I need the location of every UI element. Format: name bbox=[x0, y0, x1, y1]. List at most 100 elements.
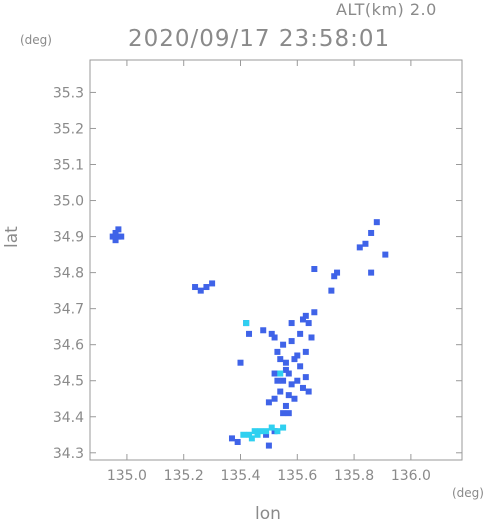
echo-point bbox=[311, 266, 318, 273]
y-tick-label: 34.9 bbox=[53, 230, 84, 246]
echo-point bbox=[280, 410, 287, 417]
echo-point bbox=[248, 435, 255, 442]
x-tick-label: 135.0 bbox=[107, 468, 147, 484]
x-axis-label: lon bbox=[255, 504, 281, 524]
echo-point bbox=[362, 240, 369, 247]
chart-title: 2020/09/17 23:58:01 bbox=[128, 26, 391, 52]
echo-point bbox=[294, 352, 301, 359]
echo-point bbox=[291, 395, 298, 402]
echo-point bbox=[254, 431, 261, 438]
echo-point bbox=[274, 428, 281, 435]
echo-point bbox=[240, 431, 247, 438]
y-tick-label: 34.8 bbox=[53, 266, 84, 282]
echo-points bbox=[109, 219, 389, 449]
echo-point bbox=[282, 402, 289, 409]
echo-point bbox=[263, 431, 270, 438]
y-tick-label: 35.2 bbox=[53, 121, 84, 137]
echo-point bbox=[334, 269, 341, 276]
y-tick-label: 34.7 bbox=[53, 302, 84, 318]
echo-point bbox=[260, 327, 267, 334]
y-tick-label: 35.1 bbox=[53, 158, 84, 174]
echo-point bbox=[197, 287, 204, 294]
echo-point bbox=[285, 370, 292, 377]
echo-point bbox=[243, 320, 250, 327]
altitude-label: ALT(km) 2.0 bbox=[336, 0, 437, 19]
echo-point bbox=[368, 229, 375, 236]
echo-point bbox=[288, 381, 295, 388]
x-axis-unit: (deg) bbox=[452, 486, 484, 500]
echo-point bbox=[228, 435, 235, 442]
echo-point bbox=[271, 370, 278, 377]
echo-point bbox=[302, 374, 309, 381]
echo-point bbox=[271, 334, 278, 341]
echo-point bbox=[237, 359, 244, 366]
echo-point bbox=[328, 287, 335, 294]
echo-point bbox=[291, 356, 298, 363]
echo-point bbox=[271, 395, 278, 402]
y-tick-label: 35.3 bbox=[53, 85, 84, 101]
echo-point bbox=[277, 356, 284, 363]
echo-point bbox=[274, 377, 281, 384]
echo-point bbox=[288, 338, 295, 345]
echo-point bbox=[382, 251, 389, 258]
echo-point bbox=[285, 392, 292, 399]
echo-point bbox=[268, 424, 275, 431]
echo-point bbox=[311, 309, 318, 316]
echo-point bbox=[112, 237, 119, 244]
echo-point bbox=[368, 269, 375, 276]
echo-point bbox=[203, 284, 210, 291]
echo-point bbox=[299, 316, 306, 323]
echo-point bbox=[192, 284, 199, 291]
echo-point bbox=[280, 341, 287, 348]
echo-point bbox=[294, 377, 301, 384]
echo-point bbox=[356, 244, 363, 251]
echo-point bbox=[234, 438, 241, 445]
echo-point bbox=[274, 348, 281, 355]
echo-point bbox=[308, 334, 315, 341]
echo-point bbox=[209, 280, 216, 287]
echo-point bbox=[251, 428, 258, 435]
x-tick-label: 136.0 bbox=[391, 468, 431, 484]
echo-point bbox=[280, 377, 287, 384]
echo-point bbox=[302, 348, 309, 355]
y-tick-label: 34.3 bbox=[53, 446, 84, 462]
x-tick-label: 135.6 bbox=[277, 468, 317, 484]
echo-point bbox=[277, 388, 284, 395]
echo-point bbox=[282, 359, 289, 366]
echo-point bbox=[299, 384, 306, 391]
echo-point bbox=[115, 226, 122, 233]
echo-point bbox=[265, 399, 272, 406]
x-tick-label: 135.2 bbox=[164, 468, 204, 484]
echo-point bbox=[373, 219, 380, 226]
x-tick-label: 135.8 bbox=[334, 468, 374, 484]
echo-point bbox=[305, 320, 312, 327]
echo-point bbox=[263, 428, 270, 435]
echo-point bbox=[331, 273, 338, 280]
y-axis-unit: (deg) bbox=[20, 33, 52, 47]
echo-point bbox=[118, 233, 125, 240]
echo-point bbox=[305, 388, 312, 395]
plot-frame bbox=[89, 59, 463, 461]
echo-point bbox=[246, 431, 253, 438]
echo-point bbox=[282, 366, 289, 373]
echo-point bbox=[265, 442, 272, 449]
echo-point bbox=[268, 330, 275, 337]
x-tick-label: 135.4 bbox=[220, 468, 260, 484]
echo-point bbox=[297, 330, 304, 337]
y-tick-label: 34.6 bbox=[53, 338, 84, 354]
echo-point bbox=[288, 320, 295, 327]
echo-point bbox=[297, 363, 304, 370]
y-tick-label: 34.4 bbox=[53, 410, 84, 426]
echo-point bbox=[285, 410, 292, 417]
echo-point bbox=[257, 428, 264, 435]
y-tick-label: 34.5 bbox=[53, 374, 84, 390]
echo-point bbox=[109, 233, 116, 240]
echo-point bbox=[277, 370, 284, 377]
x-ticks: 135.0 135.2 135.4 135.6 135.8 136.0 bbox=[107, 60, 431, 484]
echo-point bbox=[280, 424, 287, 431]
y-tick-label: 35.0 bbox=[53, 194, 84, 210]
echo-point bbox=[246, 330, 253, 337]
echo-point bbox=[302, 312, 309, 319]
y-ticks: 34.3 34.4 34.5 34.6 34.7 34.8 34.9 35.0 35.1 35.2… bbox=[53, 85, 462, 462]
